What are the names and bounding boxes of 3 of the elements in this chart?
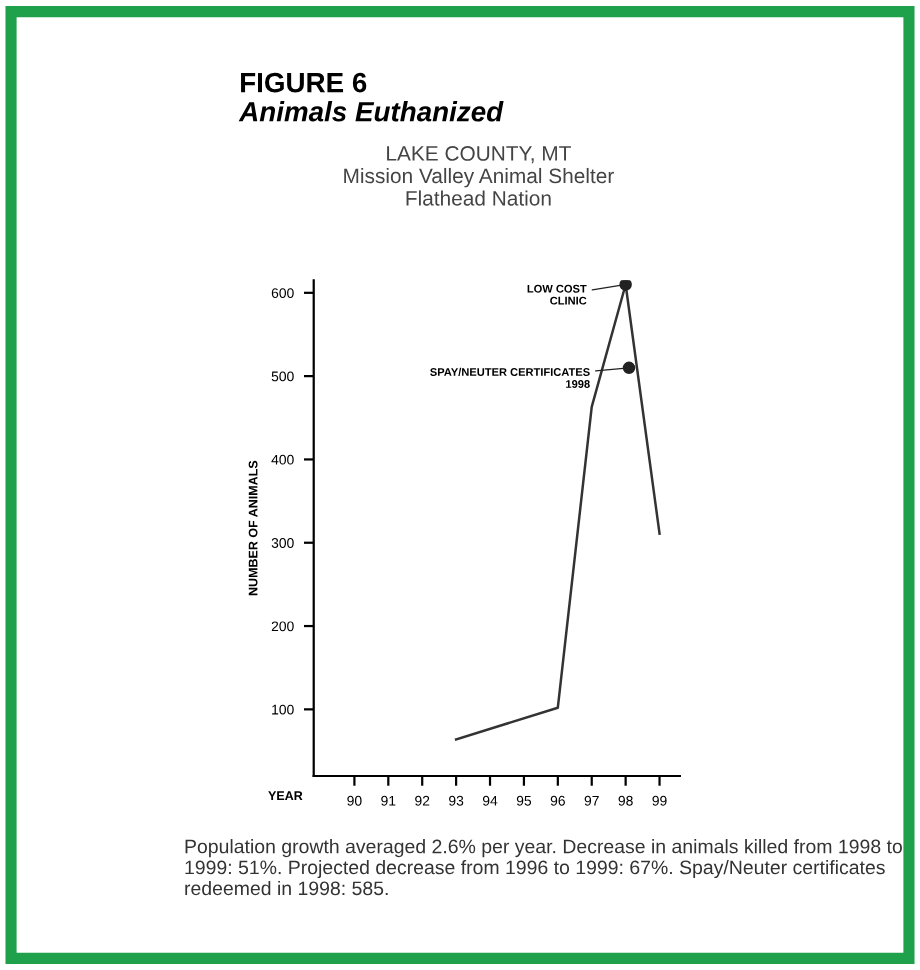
text: Population growth averaged 2.6% per year. Decrease in animals killed from 1998 to 1999: 51%. Projected decrease from 1996 to 1999: 67%. Spay/Neuter certificates redeemed in 1998: 585. (185, 839, 902, 896)
chart-title: FIGURE 6 Animals Euthanized (238, 72, 504, 122)
chart-subtitle: LAKE COUNTY, MT Mission Valley Animal Shelter Flathead Nation (344, 146, 614, 206)
